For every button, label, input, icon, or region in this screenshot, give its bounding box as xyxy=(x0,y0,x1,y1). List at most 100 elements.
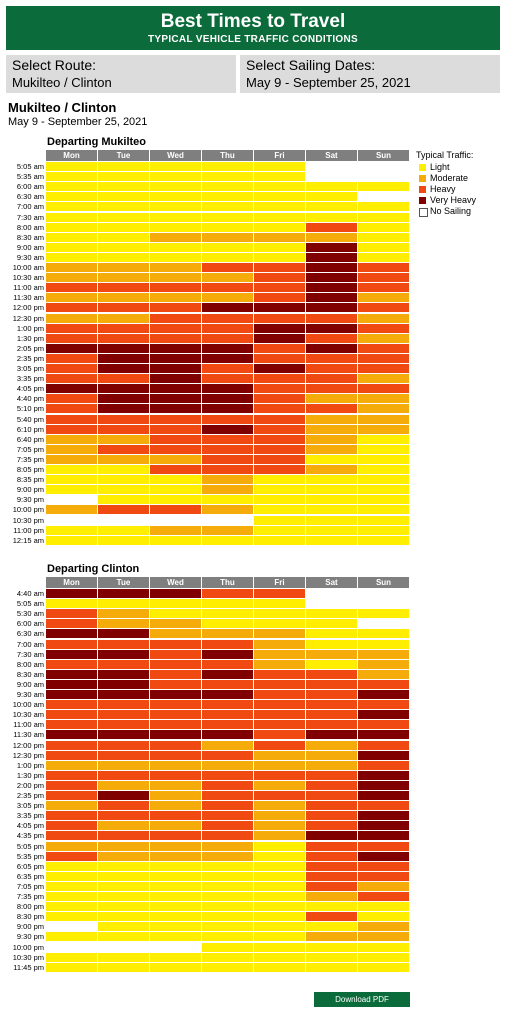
traffic-cell xyxy=(46,932,97,942)
traffic-cell xyxy=(46,740,97,750)
traffic-cell xyxy=(202,454,253,464)
traffic-cell xyxy=(306,821,357,831)
time-label: 8:30 am xyxy=(16,669,44,679)
legend-item-no-sailing: No Sailing xyxy=(416,206,476,217)
traffic-cell xyxy=(150,841,201,851)
traffic-cell xyxy=(98,515,149,525)
time-label: 10:30 pm xyxy=(12,515,44,525)
traffic-cell xyxy=(202,364,253,373)
time-label: 12:30 pm xyxy=(12,750,44,760)
traffic-cell xyxy=(46,659,97,669)
traffic-cell xyxy=(46,212,97,222)
traffic-cell xyxy=(150,679,201,689)
traffic-cell xyxy=(254,589,305,598)
time-label: 3:35 pm xyxy=(16,811,44,821)
traffic-cell xyxy=(150,353,201,363)
legend-label: Very Heavy xyxy=(430,195,477,205)
time-label: 7:35 pm xyxy=(16,892,44,901)
traffic-cell xyxy=(46,821,97,831)
traffic-cell xyxy=(202,263,253,272)
traffic-cell xyxy=(98,485,149,495)
dates-selector[interactable]: Select Sailing Dates: May 9 - September … xyxy=(240,55,500,93)
traffic-cell xyxy=(306,162,357,171)
traffic-cell xyxy=(254,780,305,790)
download-pdf-button[interactable]: Download PDF xyxy=(314,992,410,1007)
traffic-cell xyxy=(46,720,97,730)
legend-swatch xyxy=(419,175,426,182)
traffic-cell xyxy=(202,444,253,454)
traffic-cell xyxy=(358,182,409,192)
traffic-cell xyxy=(150,404,201,414)
traffic-cell xyxy=(150,172,201,182)
traffic-cell xyxy=(306,404,357,414)
traffic-cell xyxy=(358,892,409,901)
traffic-cell xyxy=(150,394,201,404)
traffic-cell xyxy=(98,162,149,171)
traffic-cell xyxy=(306,629,357,639)
legend-item-moderate: Moderate xyxy=(416,173,476,184)
traffic-cell xyxy=(150,659,201,669)
time-label: 9:30 pm xyxy=(16,932,44,942)
route-selector[interactable]: Select Route: Mukilteo / Clinton xyxy=(6,55,236,93)
traffic-cell xyxy=(254,791,305,800)
traffic-cell xyxy=(98,273,149,283)
time-label: 10:00 am xyxy=(12,263,44,272)
traffic-cell xyxy=(98,659,149,669)
traffic-cell xyxy=(306,182,357,192)
traffic-cell xyxy=(358,495,409,505)
traffic-cell xyxy=(202,609,253,619)
traffic-cell xyxy=(46,222,97,232)
traffic-cell xyxy=(306,700,357,710)
traffic-cell xyxy=(202,232,253,242)
traffic-cell xyxy=(306,323,357,333)
traffic-cell xyxy=(202,801,253,811)
traffic-cell xyxy=(358,394,409,404)
traffic-cell xyxy=(254,353,305,363)
traffic-cell xyxy=(202,740,253,750)
traffic-cell xyxy=(150,922,201,932)
traffic-cell xyxy=(98,495,149,505)
traffic-cell xyxy=(306,384,357,394)
traffic-cell xyxy=(358,222,409,232)
time-label: 7:00 am xyxy=(16,639,44,649)
traffic-cell xyxy=(46,952,97,962)
traffic-cell xyxy=(306,589,357,598)
legend-item-light: Light xyxy=(416,162,476,173)
day-header-sun: Sun xyxy=(358,577,409,588)
traffic-cell xyxy=(202,730,253,740)
traffic-cell xyxy=(254,811,305,821)
traffic-cell xyxy=(150,619,201,629)
time-label: 5:40 pm xyxy=(16,414,44,424)
traffic-cell xyxy=(306,263,357,272)
time-label: 7:35 pm xyxy=(16,454,44,464)
traffic-cell xyxy=(358,364,409,373)
traffic-cell xyxy=(202,222,253,232)
traffic-cell xyxy=(150,780,201,790)
traffic-cell xyxy=(202,404,253,414)
traffic-cell xyxy=(202,750,253,760)
traffic-cell xyxy=(46,525,97,535)
traffic-cell xyxy=(358,649,409,659)
traffic-cell xyxy=(46,404,97,414)
traffic-cell xyxy=(306,515,357,525)
traffic-cell xyxy=(46,273,97,283)
time-label: 7:05 pm xyxy=(16,881,44,891)
traffic-cell xyxy=(150,252,201,262)
traffic-cell xyxy=(98,414,149,424)
traffic-cell xyxy=(358,871,409,881)
traffic-cell xyxy=(46,791,97,800)
traffic-cell xyxy=(202,465,253,474)
time-label: 5:35 am xyxy=(16,172,44,182)
traffic-cell xyxy=(150,760,201,770)
traffic-cell xyxy=(254,679,305,689)
traffic-cell xyxy=(358,313,409,323)
traffic-cell xyxy=(46,364,97,373)
traffic-cell xyxy=(358,404,409,414)
traffic-cell xyxy=(358,599,409,609)
traffic-cell xyxy=(98,222,149,232)
traffic-cell xyxy=(358,242,409,252)
time-label: 9:30 am xyxy=(16,690,44,699)
time-label: 6:00 am xyxy=(16,182,44,192)
time-label: 6:05 pm xyxy=(16,861,44,871)
traffic-cell xyxy=(306,609,357,619)
